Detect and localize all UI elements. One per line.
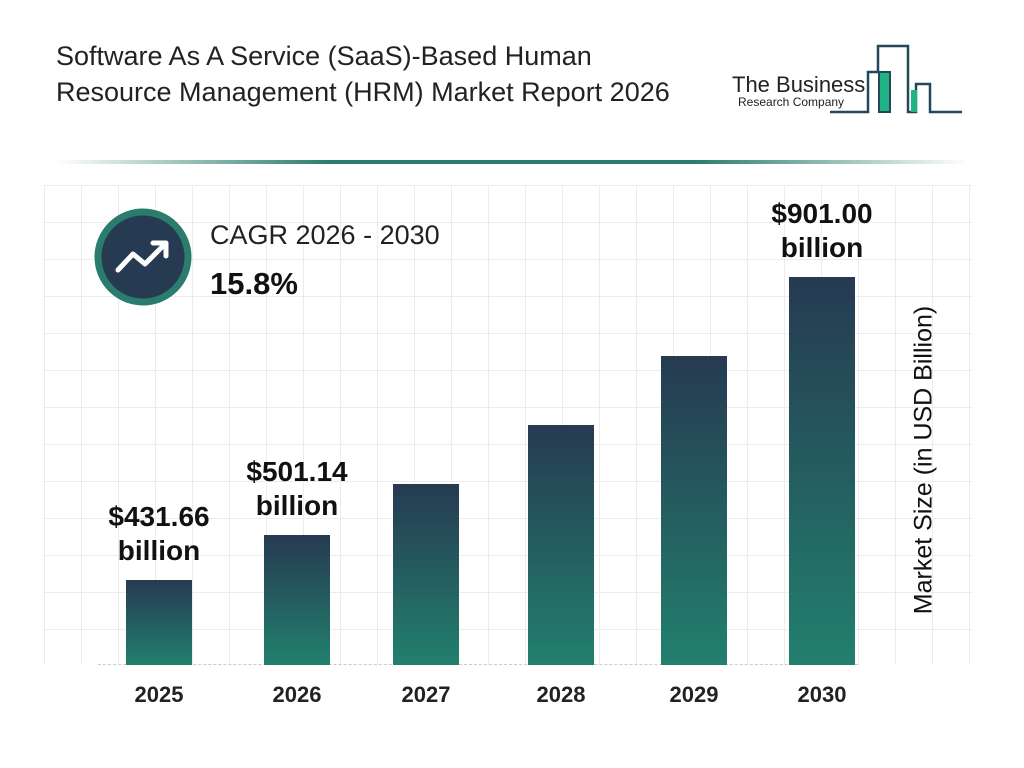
bar-2025 (126, 580, 192, 665)
data-label: $901.00 billion (742, 197, 902, 265)
data-label-unit: billion (117, 535, 201, 567)
bar-2028 (528, 425, 594, 665)
x-tick-label: 2028 (536, 682, 586, 707)
svg-text:Research Company: Research Company (738, 95, 844, 109)
bar-2030 (789, 277, 855, 665)
cagr-label: CAGR 2026 - 2030 (210, 220, 440, 250)
data-label: $431.66 billion (79, 500, 239, 568)
logo-buildings-icon: The Business Research Company (732, 44, 962, 114)
x-tick-label: 2030 (797, 682, 847, 707)
x-tick-label: 2029 (669, 682, 719, 707)
y-axis-label: Market Size (in USD Billion) (909, 305, 938, 615)
bar-2026 (264, 535, 330, 665)
bar-2027 (393, 484, 459, 665)
company-logo: The Business Research Company (730, 44, 965, 116)
cagr-value: 15.8% (210, 266, 298, 301)
data-label-unit: billion (780, 232, 864, 264)
x-tick-label: 2025 (134, 682, 184, 707)
x-tick-label: 2027 (401, 682, 451, 707)
x-tick-label: 2026 (272, 682, 322, 707)
data-label-value: $901.00 (771, 198, 873, 230)
data-label-value: $501.14 (246, 456, 348, 488)
trending-up-icon (93, 207, 193, 307)
bar-2029 (661, 356, 727, 665)
svg-text:The Business: The Business (732, 72, 865, 97)
data-label-value: $431.66 (108, 501, 210, 533)
page-title: Software As A Service (SaaS)-Based Human… (56, 41, 670, 107)
title-divider (56, 160, 968, 164)
chart-baseline (98, 664, 858, 665)
data-label-unit: billion (255, 490, 339, 522)
data-label: $501.14 billion (217, 455, 377, 523)
